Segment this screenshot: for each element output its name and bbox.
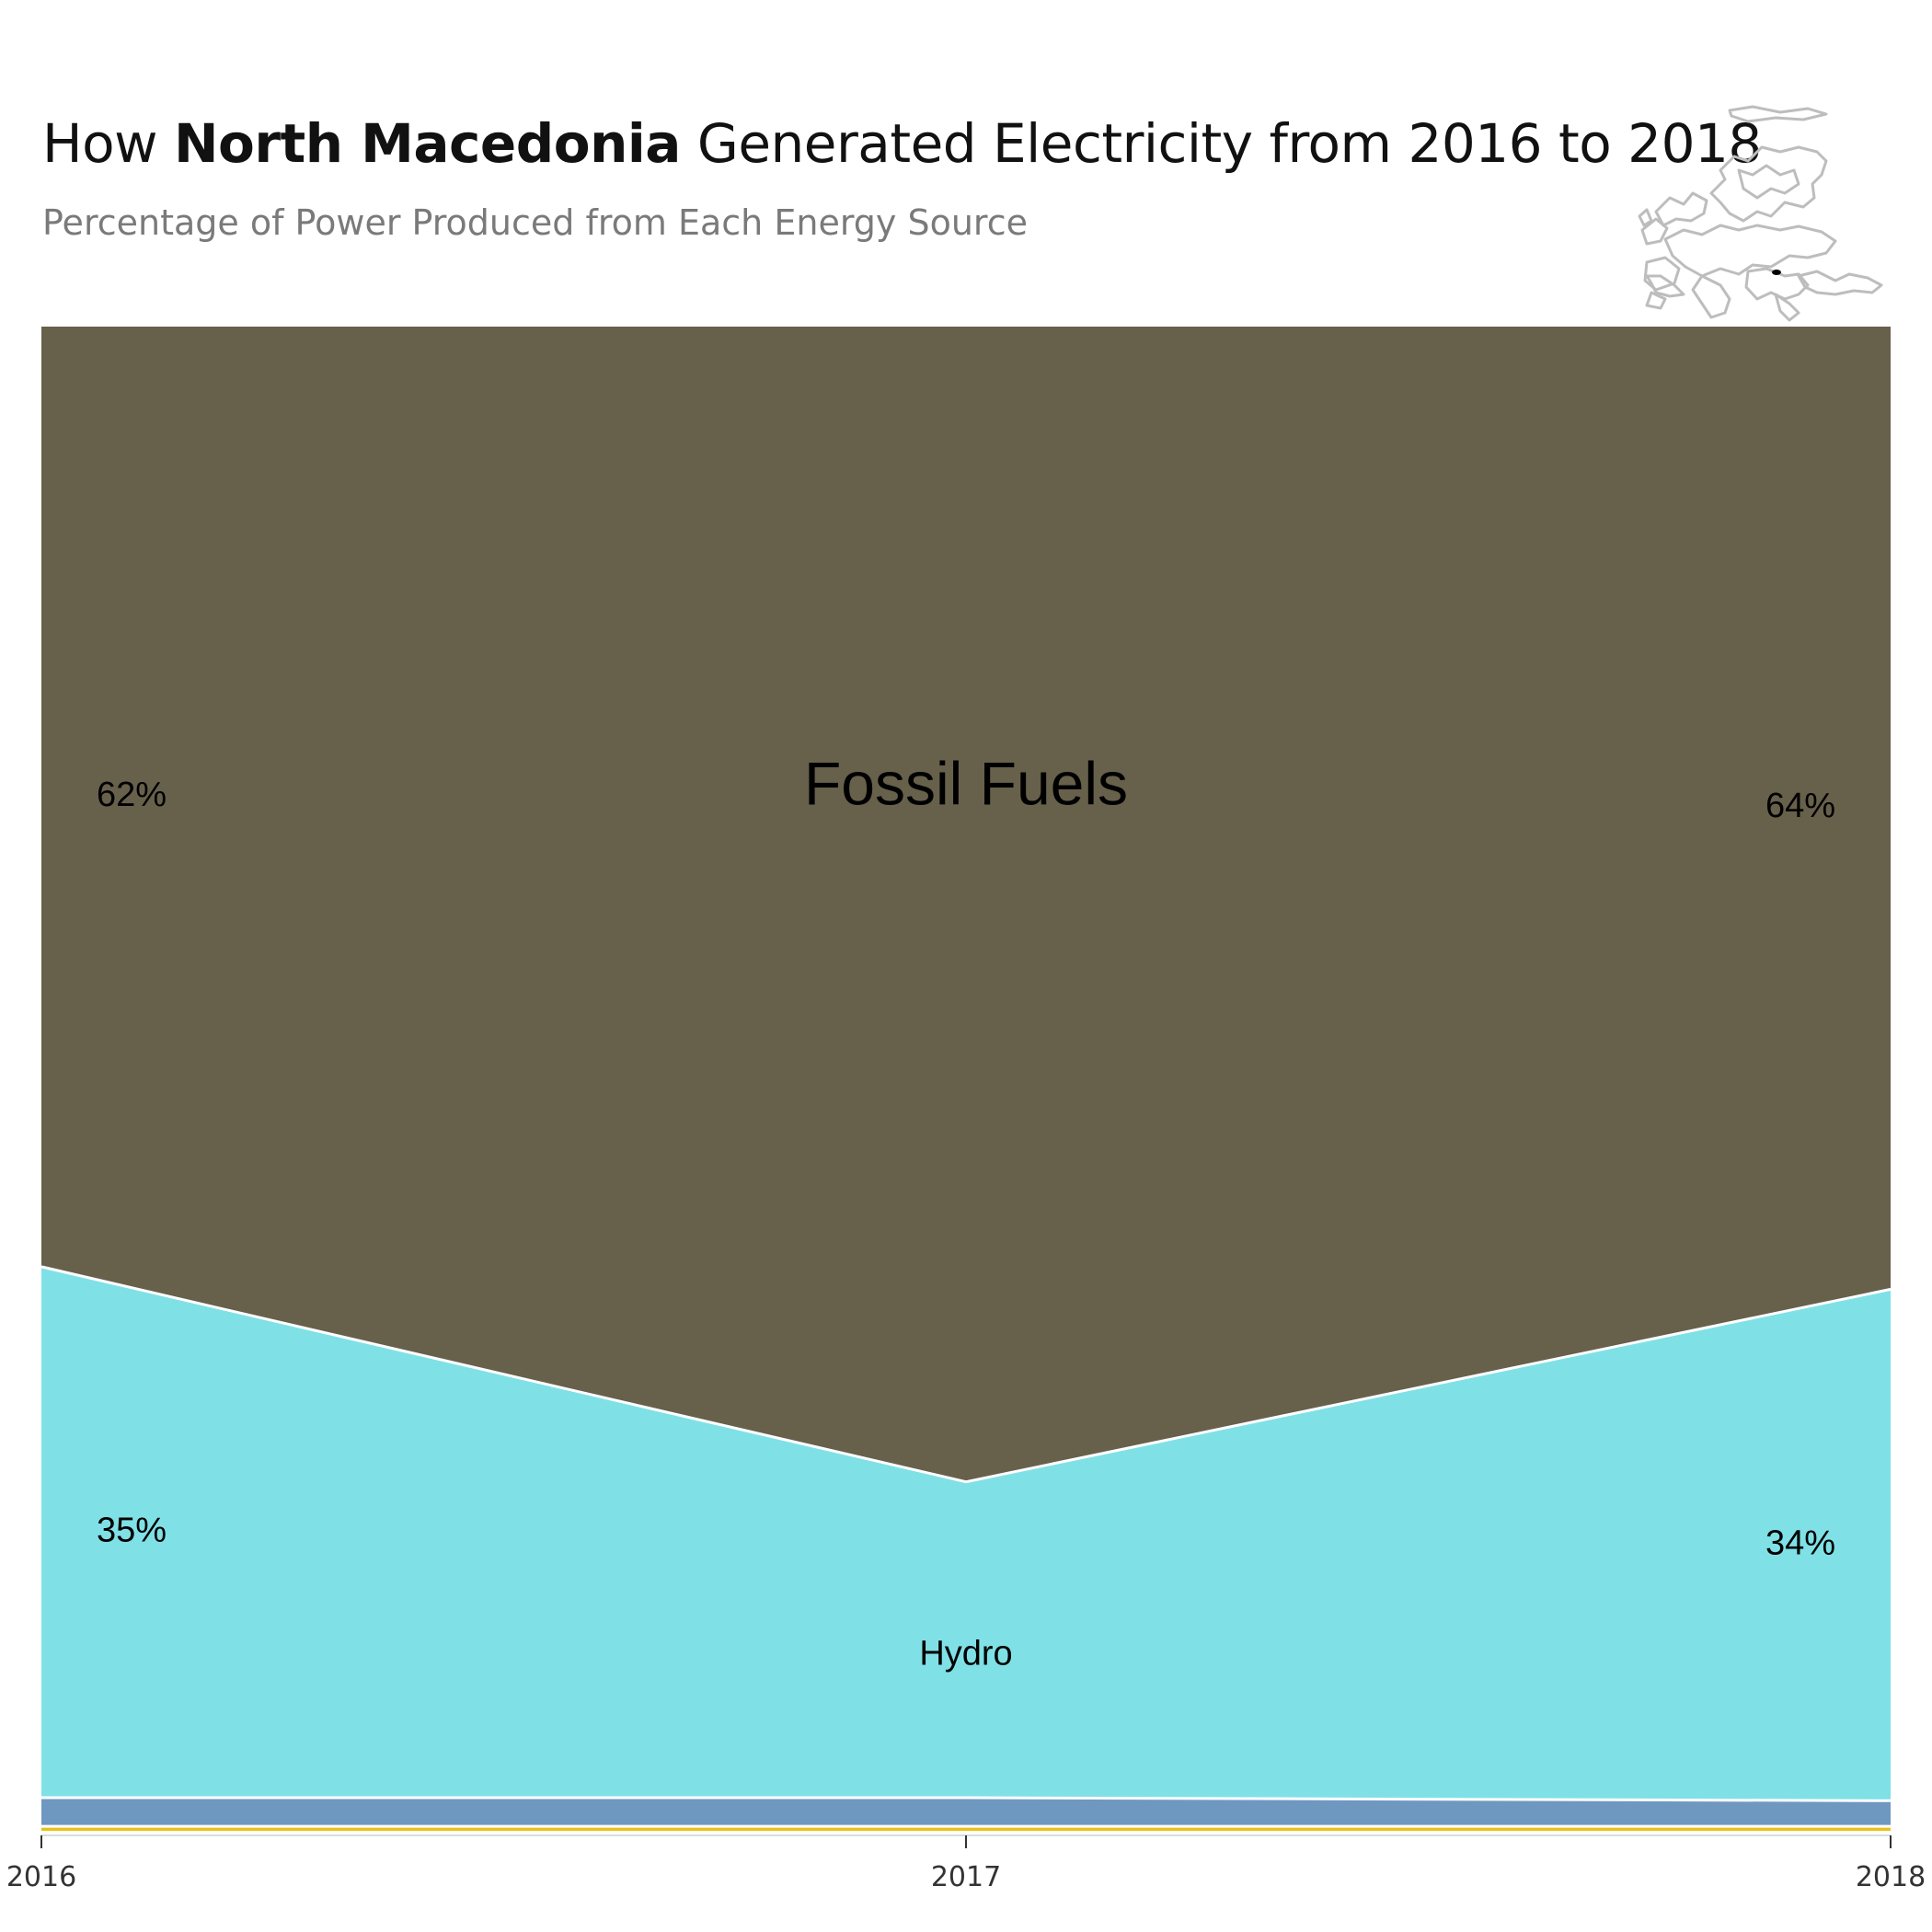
area-hydro [41,1266,1891,1801]
series-boundary-line [41,1796,1892,1802]
value-label-hydro-2016: 35% [97,1511,167,1549]
x-tick-label: 2017 [931,1861,1001,1893]
title-country: North Macedonia [173,112,681,175]
title-prefix: How [42,112,174,175]
europe-locator-map-icon [1638,105,1883,322]
value-label-fossil-fuels-2016: 62% [97,776,167,814]
chart-subtitle: Percentage of Power Produced from Each E… [42,202,1028,243]
area-fossil-fuels [41,327,1891,1482]
value-label-hydro-2018: 34% [1765,1524,1835,1562]
x-tick-label: 2018 [1856,1861,1926,1893]
area-label-hydro: Hydro [919,1635,1012,1673]
area-series-2 [41,1798,1891,1827]
title-suffix: Generated Electricity from 2016 to 2018 [680,112,1762,175]
x-tick-label: 2016 [6,1861,76,1893]
value-label-fossil-fuels-2018: 64% [1765,787,1835,825]
area-label-fossil-fuels: Fossil Fuels [804,750,1128,818]
series-boundary-line [40,1265,1892,1484]
chart-title: How North Macedonia Generated Electricit… [42,112,1762,175]
north-macedonia-marker [1772,270,1781,275]
